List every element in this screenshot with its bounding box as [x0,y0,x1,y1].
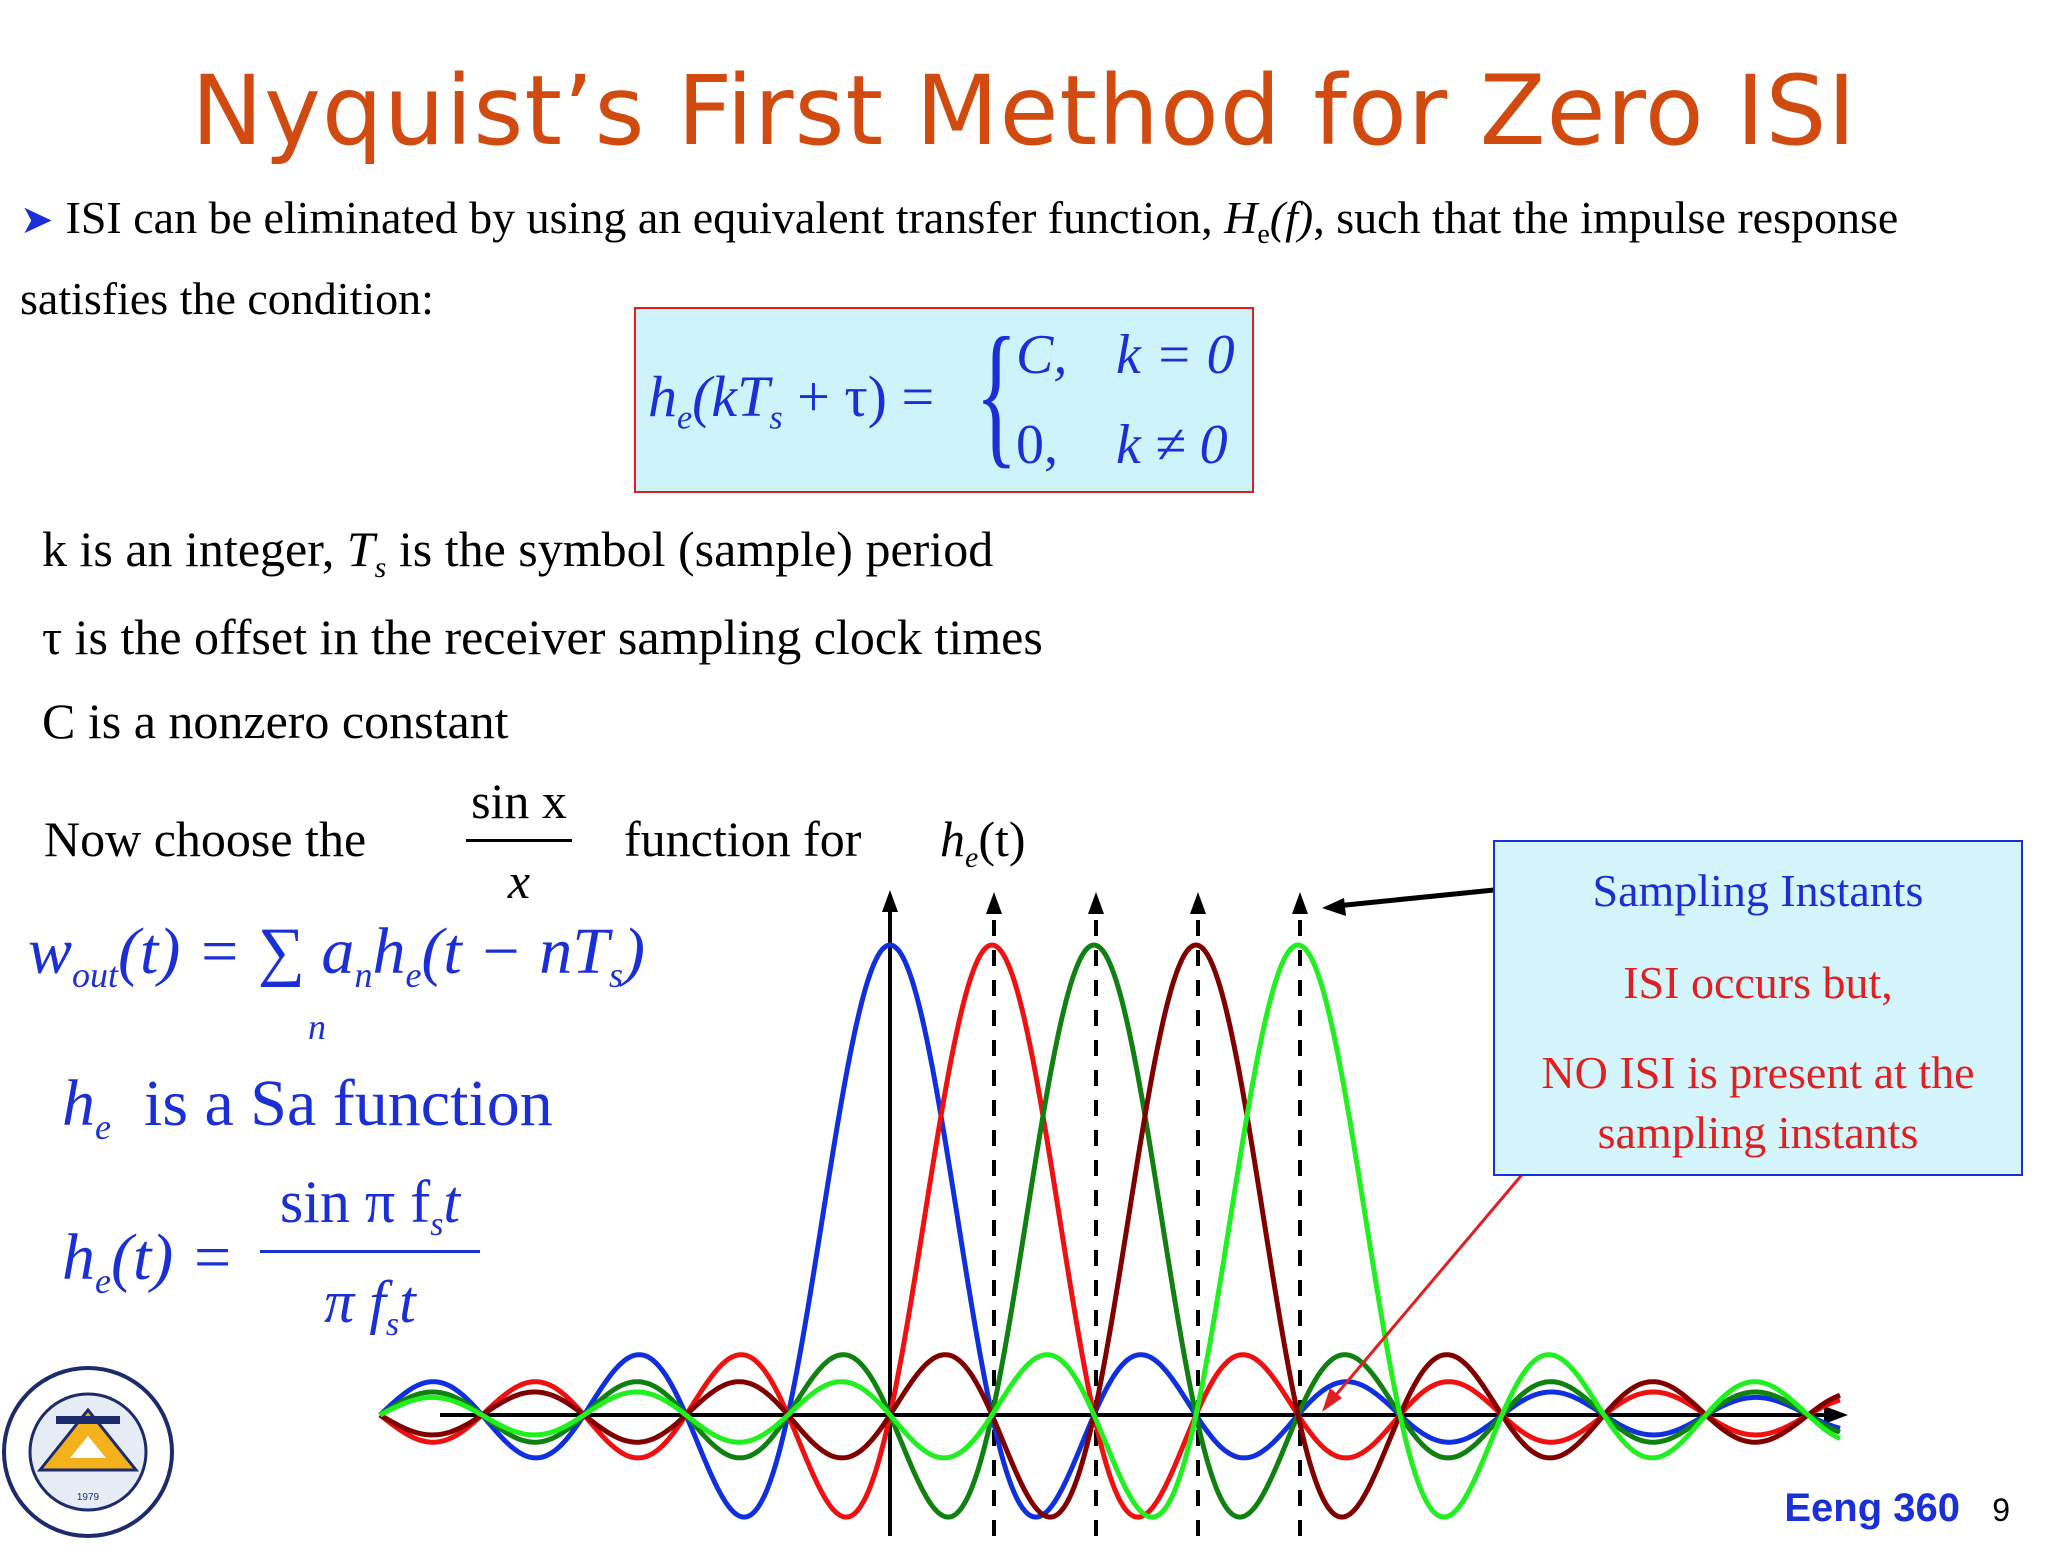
sampling-callout: Sampling Instants ISI occurs but, NO ISI… [1493,840,2023,1176]
definition-k-b: is the symbol (sample) period [386,521,994,577]
choose-suffix: function for [624,811,862,867]
condition-lhs: he(kTs + τ) = [648,363,934,438]
he-def-num-text: sin π f [279,1169,431,1235]
wout-close: ) [623,915,645,988]
he-def-num-t: t [443,1169,461,1235]
transfer-func-sub: e [1257,219,1270,251]
wout-w: w [28,915,73,988]
bullet-text-b: , such that the impulse response satisfi… [20,192,1899,325]
choose-frac-den: x [507,853,531,909]
page-number: 9 [1992,1492,2010,1528]
sampling-instant-arrow-4 [1292,892,1308,914]
callout-pointer-black-head [1322,898,1346,916]
choose-he-sub: e [965,841,979,874]
wout-a-sub: n [354,955,373,996]
case-1-value: C, [1016,324,1068,386]
definition-k-a: k is an integer, [42,521,347,577]
callout-line-2: ISI occurs but, [1623,957,1893,1008]
choose-frac-bar [466,839,572,842]
he-def-num-sub: s [430,1206,444,1243]
definition-k-T-sub: s [374,551,387,584]
slide-title: Nyquist’s First Method for Zero ISI [191,55,1857,167]
case-1: C, k = 0 [1016,323,1235,387]
callout-line-3: NO ISI is present at the [1541,1047,1975,1098]
condition-arg-b: + τ) = [782,364,935,429]
condition-formula-box: he(kTs + τ) = { C, k = 0 0, k ≠ 0 [634,307,1254,493]
he-def-h: h [62,1221,95,1294]
he-def-h-sub: e [95,1261,111,1302]
plot-layer [378,887,1848,1536]
bullet-paragraph: ➤ ISI can be eliminated by using an equiv… [20,186,2010,331]
definition-c: C is a nonzero constant [42,693,509,749]
he-def-lhs: he(t) = [62,1220,234,1302]
choose-prefix: Now choose the [44,811,367,867]
logo-emblem-inner [70,1436,106,1458]
sa-text: is a Sa function [143,1067,553,1140]
callout-pointer-black [1335,887,1495,909]
sampling-instant-arrow-2 [1088,892,1104,914]
definition-k-T: T [346,521,375,577]
sa-h: h [62,1067,95,1140]
he-def-frac-bar [260,1250,480,1253]
definition-tau: τ is the offset in the receiver sampling… [42,609,1043,665]
wout-h: h [372,915,406,988]
university-logo: 1979 [2,1366,174,1538]
sa-line: he is a Sa function [62,1066,553,1148]
case-2-value: 0, [1016,414,1058,476]
he-def-den-t: t [399,1269,416,1335]
course-label: Eeng 360 [1784,1486,1960,1530]
wout-formula: wout(t) = ∑ anhe(t − nTs) [28,914,645,996]
choose-he-h: h [940,811,965,867]
transfer-func-symbol: H [1224,192,1258,243]
condition-h-sub: e [677,399,693,437]
wout-sum-index: n [308,1007,326,1047]
condition-arg-sub: s [769,399,783,437]
pulse-4 [378,942,1841,1520]
he-def-arg: (t) = [110,1221,235,1294]
wout-T-sub: s [608,955,623,996]
y-axis-arrowhead [882,890,898,912]
he-def-den: π fst [260,1268,480,1344]
pulse-5 [378,942,1842,1520]
sampling-instant-arrow-1 [986,892,1002,914]
condition-brace: { [975,304,1018,482]
he-def-den-text: π f [324,1269,386,1335]
logo-year: 1979 [77,1492,100,1503]
wout-w-sub: out [72,955,119,996]
bullet-text-a: ISI can be eliminated by using an equiva… [65,192,1225,243]
sampling-instant-arrow-3 [1190,892,1206,914]
case-2-condition: k ≠ 0 [1116,414,1228,476]
wout-h-sub: e [405,955,422,996]
wout-lhs: (t) = ∑ a [118,915,355,988]
choose-he-arg: (t) [978,811,1026,867]
he-def-num: sin π fst [260,1168,480,1244]
condition-arg-a: (kT [692,364,770,429]
callout-pointer-red-head [1322,1388,1342,1412]
sa-h-sub: e [95,1107,111,1148]
x-axis-arrowhead [1824,1406,1848,1424]
case-2: 0, k ≠ 0 [1016,413,1228,477]
definition-k: k is an integer, Ts is the symbol (sampl… [42,520,993,585]
callout-line-1: Sampling Instants [1592,865,1924,916]
choose-he: he(t) [940,810,1026,875]
wout-h-arg: (t − nT [421,915,609,988]
case-1-condition: k = 0 [1116,324,1235,386]
callout-line-4: sampling instants [1597,1107,1919,1158]
bullet-arrow-icon: ➤ [20,197,54,242]
he-def-den-sub: s [385,1306,400,1343]
transfer-func-arg: (f) [1269,192,1314,243]
condition-h: h [648,364,677,429]
logo-stripe [56,1416,120,1424]
choose-frac-num: sin x [471,773,567,829]
